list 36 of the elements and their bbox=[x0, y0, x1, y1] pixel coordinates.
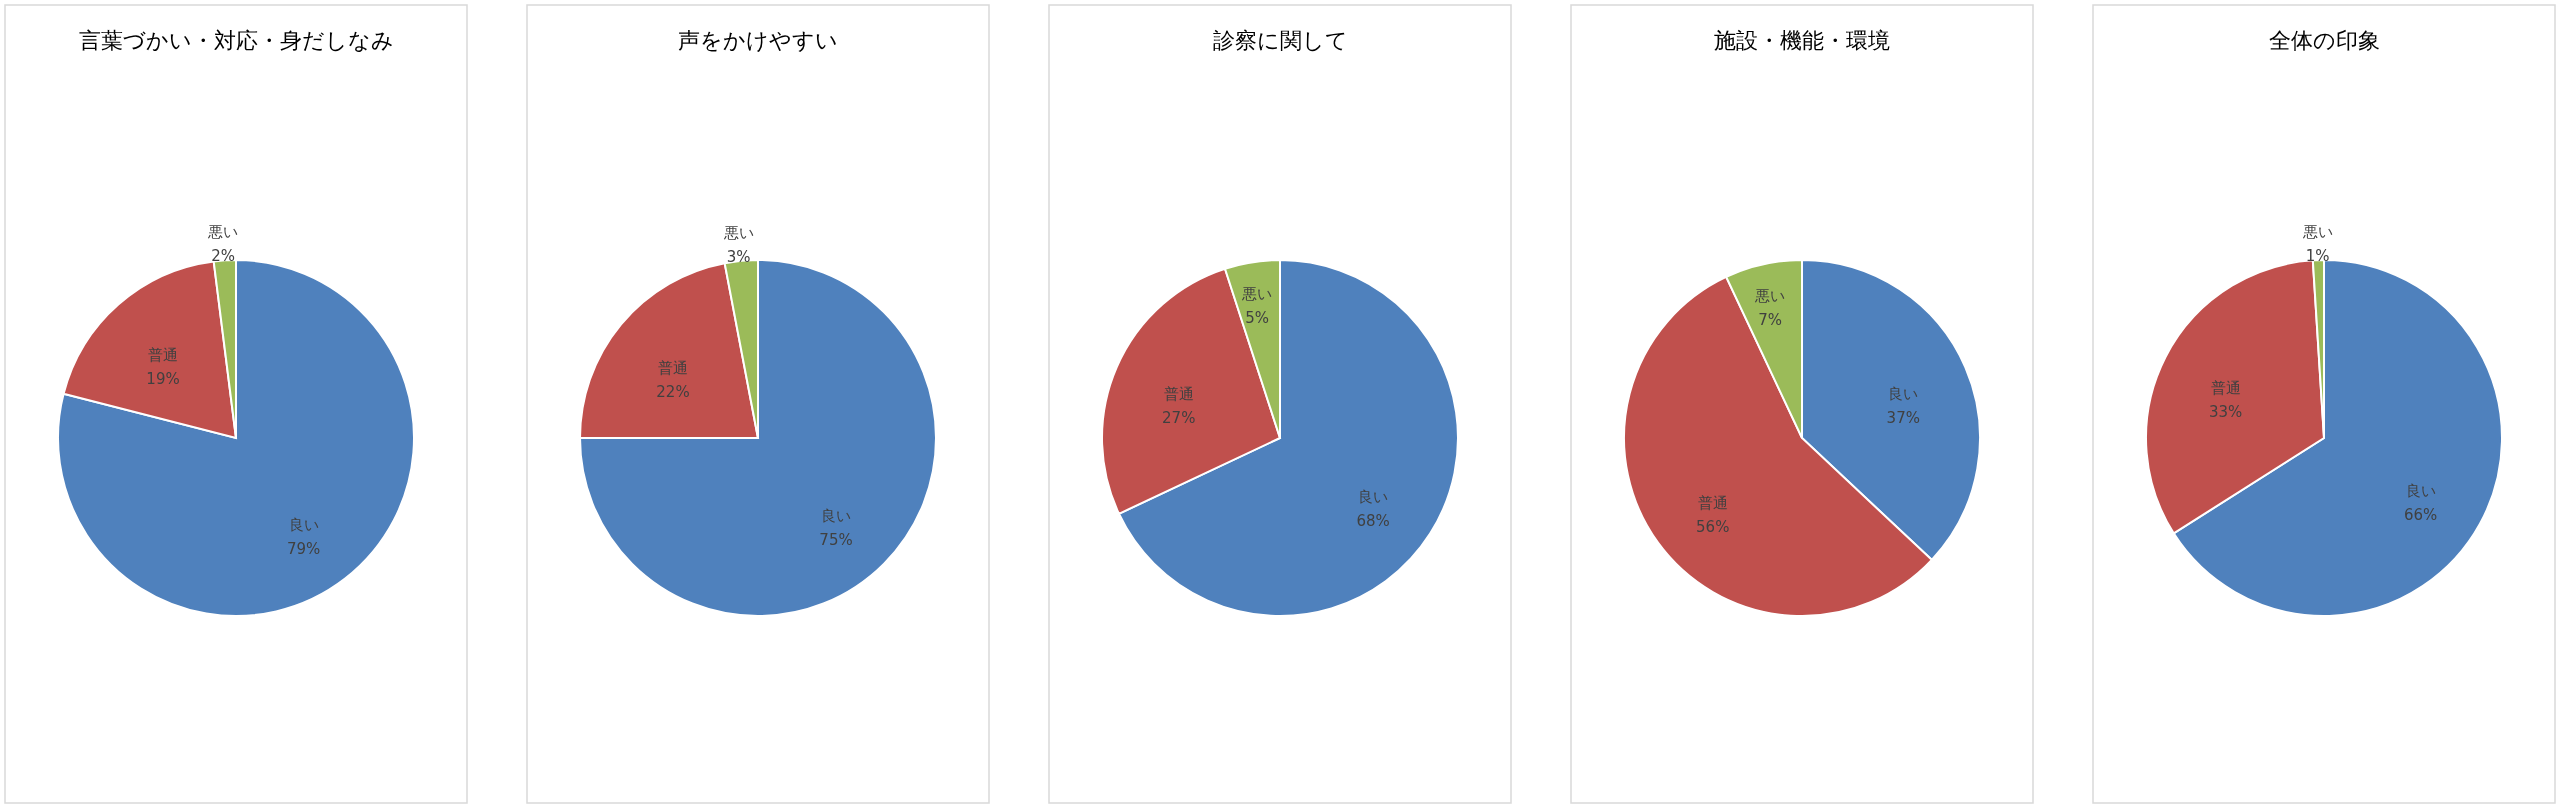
pie-slice bbox=[57, 259, 415, 617]
data-label: 1% bbox=[2305, 247, 2330, 266]
data-label: 19% bbox=[146, 370, 180, 389]
data-label: 37% bbox=[1886, 409, 1920, 428]
slice-label: 悪い bbox=[2301, 223, 2333, 242]
slice-label: 良い bbox=[1358, 488, 1389, 507]
data-label: 33% bbox=[2209, 402, 2243, 421]
slice-label: 悪い bbox=[722, 223, 754, 242]
data-label: 27% bbox=[1162, 409, 1196, 428]
chart-title: 言葉づかい・対応・身だしなみ bbox=[78, 28, 394, 53]
data-label: 66% bbox=[2404, 506, 2438, 525]
slice-label: 普通 bbox=[1697, 493, 1728, 512]
slice-label: 悪い bbox=[1754, 286, 1786, 305]
data-label: 56% bbox=[1696, 517, 1730, 536]
chart-title: 声をかけやすい bbox=[678, 28, 838, 53]
data-label: 68% bbox=[1356, 512, 1390, 531]
chart-title: 全体の印象 bbox=[2268, 28, 2380, 53]
data-label: 5% bbox=[1245, 308, 1270, 327]
slice-label: 普通 bbox=[2210, 378, 2241, 397]
data-label: 22% bbox=[656, 382, 690, 401]
data-label: 79% bbox=[286, 540, 321, 559]
slice-label: 普通 bbox=[1163, 385, 1194, 404]
slice-label: 悪い bbox=[1241, 284, 1273, 303]
slice-label: 良い bbox=[288, 516, 319, 535]
slice-label: 良い bbox=[821, 507, 852, 526]
slice-label: 悪い bbox=[207, 223, 239, 242]
chart-title: 施設・機能・環境 bbox=[1714, 28, 1890, 53]
slice-label: 良い bbox=[2405, 482, 2436, 501]
data-label: 2% bbox=[211, 247, 235, 266]
chart-title: 診察に関して bbox=[1212, 28, 1348, 53]
data-label: 3% bbox=[726, 247, 751, 266]
slice-label: 普通 bbox=[148, 346, 179, 365]
data-label: 75% bbox=[819, 531, 853, 550]
slice-label: 良い bbox=[1888, 385, 1919, 404]
data-label: 7% bbox=[1758, 310, 1783, 329]
slice-label: 普通 bbox=[657, 358, 688, 377]
